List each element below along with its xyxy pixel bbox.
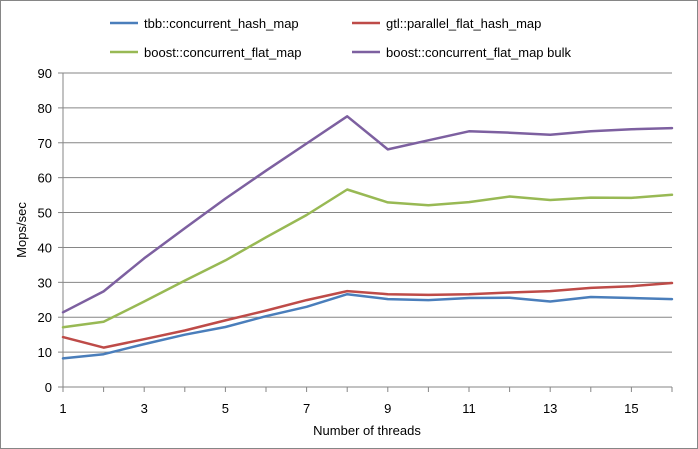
x-tick-label: 3 [141,401,148,416]
y-tick-label: 60 [38,171,52,186]
x-tick-label: 7 [303,401,310,416]
y-tick-label: 30 [38,275,52,290]
legend-item-1: tbb::concurrent_hash_map [110,16,299,31]
axes [58,72,673,392]
legend-label: boost::concurrent_flat_map [144,45,302,60]
gridlines [63,72,672,353]
legend-label: boost::concurrent_flat_map bulk [386,45,571,60]
legend-item-3: boost::concurrent_flat_map [110,45,302,60]
y-tick-label: 70 [38,136,52,151]
x-axis-title: Number of threads [313,423,421,438]
y-tick-label: 0 [45,380,52,395]
series-line-3 [61,188,674,329]
y-tick-label: 50 [38,206,52,221]
x-tick-label: 1 [59,401,66,416]
legend: tbb::concurrent_hash_map gtl::parallel_fl… [110,16,571,60]
x-tick-label: 13 [543,401,557,416]
y-tick-label: 90 [38,66,52,81]
series-line-1 [61,292,674,360]
x-tick-label: 5 [222,401,229,416]
x-tick-label: 9 [384,401,391,416]
y-tick-label: 80 [38,101,52,116]
legend-label: gtl::parallel_flat_hash_map [386,16,541,31]
series-line-4 [61,115,674,314]
series-lines [61,115,674,360]
series-line-2 [61,281,674,349]
x-tick-label: 11 [462,401,476,416]
y-axis-title: Mops/sec [14,202,29,258]
legend-item-2: gtl::parallel_flat_hash_map [352,16,541,31]
legend-item-4: boost::concurrent_flat_map bulk [352,45,571,60]
y-tick-label: 20 [38,310,52,325]
legend-label: tbb::concurrent_hash_map [144,16,299,31]
x-tick-label: 15 [624,401,638,416]
y-tick-label: 40 [38,240,52,255]
y-tick-label: 10 [38,345,52,360]
